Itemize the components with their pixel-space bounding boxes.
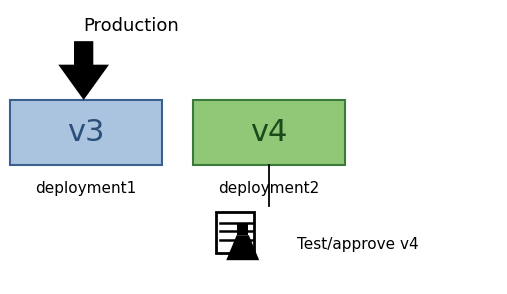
FancyBboxPatch shape: [237, 223, 248, 235]
FancyBboxPatch shape: [10, 100, 162, 165]
Text: Test/approve v4: Test/approve v4: [297, 236, 418, 252]
Text: v3: v3: [67, 118, 105, 147]
Text: v4: v4: [250, 118, 287, 147]
FancyBboxPatch shape: [193, 100, 345, 165]
Text: deployment1: deployment1: [35, 181, 137, 196]
Polygon shape: [58, 41, 109, 100]
FancyBboxPatch shape: [216, 212, 254, 253]
Text: Production: Production: [84, 17, 179, 36]
Text: deployment2: deployment2: [218, 181, 319, 196]
Polygon shape: [226, 235, 259, 260]
